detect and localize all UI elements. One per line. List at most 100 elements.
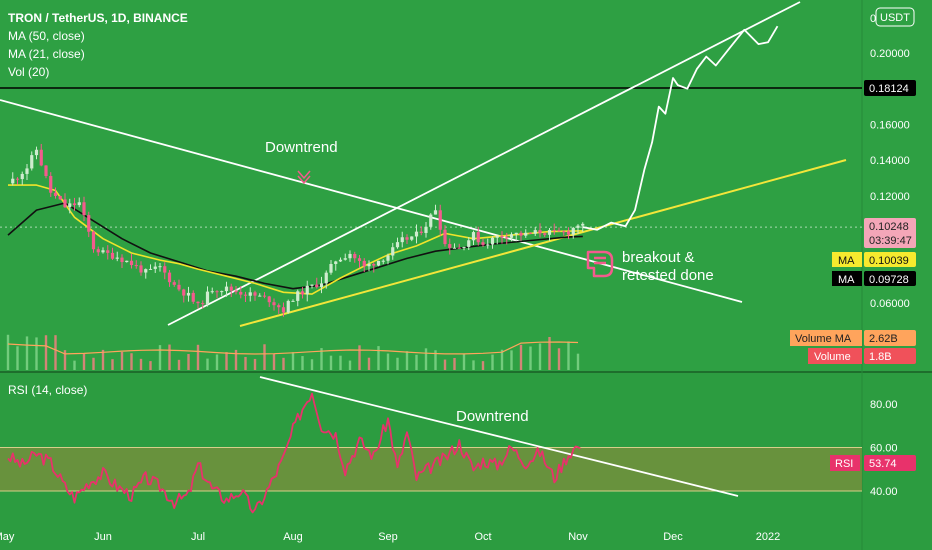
candle-body [505,237,509,239]
rsi-badge: RSI 53.74 [830,455,916,471]
volume-bar [529,346,532,370]
x-tick-label: Jun [94,531,112,543]
level-badge: 0.18124 [864,80,916,96]
candle-body [338,259,343,262]
volume-bars [6,334,580,370]
candle-body [277,305,281,308]
volume-bar [510,350,513,370]
currency-button[interactable]: USDT [875,7,915,27]
candle-body [576,225,580,228]
rsi-indicator-label[interactable]: RSI (14, close) [8,383,87,397]
candle-body [248,292,252,296]
candle-body [367,264,371,267]
candle-body [286,300,290,313]
candle-body [305,285,309,295]
volume-bar [206,358,209,370]
candle-body [115,257,119,259]
rsi-line [7,392,581,514]
candle-body [281,307,286,313]
indicator-ma21-label[interactable]: MA (21, close) [8,47,85,61]
currency-button-label: USDT [880,12,910,24]
volume-bar [358,345,361,370]
candle-body [229,286,233,291]
candle-body [571,227,575,235]
candle-body [110,252,115,259]
symbol-title[interactable]: TRON / TetherUS, 1D, BINANCE [8,11,188,25]
rsi-tick-label: 60.00 [870,443,898,455]
projection-path [582,25,779,231]
candle-body [153,266,157,269]
candle-body [91,231,96,250]
candle-body [500,235,504,238]
volume-bar [44,335,48,370]
candle-body [201,303,205,305]
candle-body [177,284,181,290]
svg-text:0.10248: 0.10248 [869,221,909,233]
candle-body [234,290,238,292]
candle-body [58,195,62,200]
volume-bar [82,353,86,370]
volume-bar [396,357,399,370]
volume-bar [472,360,475,370]
breakout-label-line1: breakout & [622,249,695,266]
candle-body [120,257,124,263]
candle-body [329,263,333,273]
volume-bar [538,343,542,370]
volume-bar [35,337,38,370]
candle-body [486,244,490,246]
candle-body [148,268,153,270]
candle-body [220,291,224,293]
volume-badge: Volume 1.8B [808,348,916,364]
candle-body [490,237,495,245]
candle-body [267,296,271,303]
x-tick-label: Jul [191,531,205,543]
volume-bar [272,353,276,370]
volume-bar [234,349,238,370]
price-tick-label: 0.12000 [870,191,910,203]
volume-bar [215,354,219,370]
last-price-badge: 0.10248 03:39:47 [864,218,916,248]
candle-body [319,283,324,288]
candle-body [239,291,243,295]
candle-body [139,265,143,273]
volume-bar [158,345,162,370]
volume-bar [310,359,314,370]
candle-body [519,232,523,236]
candle-body [357,258,362,261]
volume-ma-line [7,341,579,355]
volume-bar [263,344,266,370]
x-tick-label: Sep [378,531,398,543]
svg-text:0.09728: 0.09728 [869,274,909,286]
volume-bar [415,354,418,370]
volume-bar [453,357,456,370]
candle-body [514,232,518,235]
volume-bar [462,353,466,370]
arrow-down-icon [297,170,311,185]
volume-bar [187,354,190,370]
candle-body [419,231,423,233]
volume-bar [339,355,342,370]
candle-body [353,253,357,259]
candle-body [538,230,542,234]
hand-pointer-icon [586,250,614,278]
candle-body [253,292,257,296]
ascending-channel-line [167,1,801,326]
candle-body [509,234,514,238]
candle-body [476,232,480,243]
volume-bar [557,348,561,370]
volume-bar [348,360,352,370]
candle-body [101,250,105,253]
candle-body [448,244,452,248]
price-tick-label: 0.20000 [870,48,910,60]
candle-body [25,168,29,174]
volume-bar [25,336,29,370]
rsi-tick-label: 40.00 [870,486,898,498]
candle-body [405,237,409,240]
indicator-ma50-label[interactable]: MA (50, close) [8,29,85,43]
volume-bar [63,350,67,370]
indicator-volume-label[interactable]: Vol (20) [8,65,49,79]
candle-body [343,258,347,260]
candle-body [172,282,176,285]
candle-body [68,203,72,208]
